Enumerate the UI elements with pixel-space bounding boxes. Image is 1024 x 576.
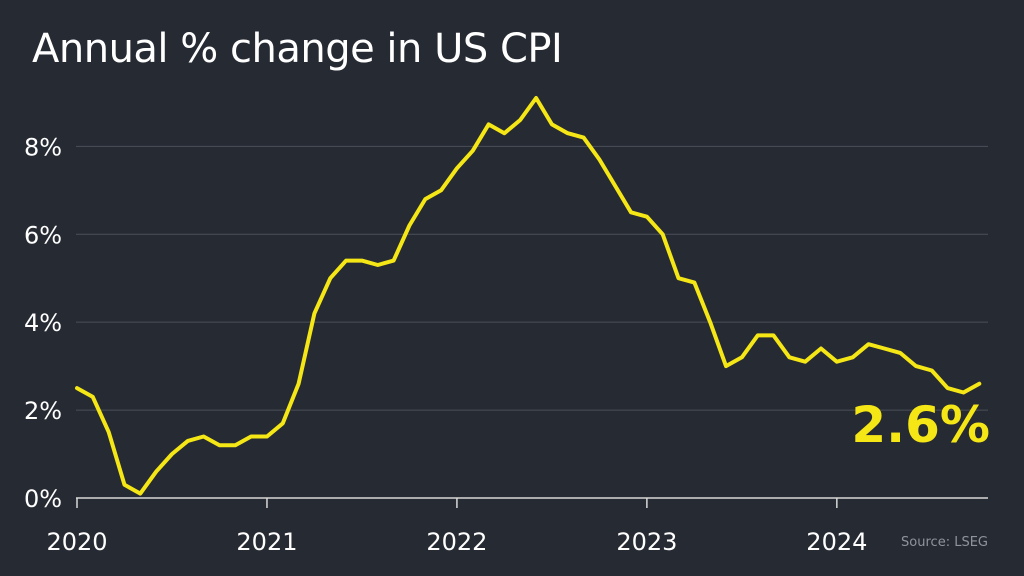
data-point [154, 470, 158, 474]
data-point [582, 136, 586, 140]
data-point [297, 382, 301, 386]
data-point [344, 259, 348, 263]
data-point [502, 131, 506, 135]
y-tick-label: 0% [24, 485, 62, 513]
y-tick-label: 4% [24, 309, 62, 337]
data-point [202, 435, 206, 439]
data-point [376, 263, 380, 267]
source-note: Source: LSEG [901, 535, 988, 550]
data-point [962, 391, 966, 395]
data-point [898, 351, 902, 355]
data-point [740, 355, 744, 359]
latest-value-callout: 2.6% [851, 396, 990, 454]
chart-title: Annual % change in US CPI [32, 26, 563, 72]
x-tick-label: 2022 [426, 528, 487, 556]
data-point [867, 342, 871, 346]
y-tick-label: 2% [24, 397, 62, 425]
data-point [930, 369, 934, 373]
data-point [851, 355, 855, 359]
data-point [138, 492, 142, 496]
data-point [708, 320, 712, 324]
data-point [455, 166, 459, 170]
data-point [281, 421, 285, 425]
data-point [787, 355, 791, 359]
x-tick-label: 2020 [46, 528, 107, 556]
x-axis: 2020 2021 2022 2023 2024 [46, 497, 988, 556]
data-point [977, 382, 981, 386]
data-point [882, 347, 886, 351]
data-point [423, 197, 427, 201]
cpi-series-line [75, 96, 982, 496]
series-layer [75, 96, 982, 496]
data-point [819, 347, 823, 351]
data-point [914, 364, 918, 368]
data-point [218, 443, 222, 447]
gridlines [76, 145, 988, 411]
data-point [312, 311, 316, 315]
data-point [91, 395, 95, 399]
y-axis-ticks: 0% 2% 4% 6% 8% [24, 133, 62, 513]
data-point [107, 430, 111, 434]
data-point [756, 333, 760, 337]
data-point [550, 122, 554, 126]
data-point [946, 386, 950, 390]
x-tick-label: 2023 [616, 528, 677, 556]
data-point [661, 232, 665, 236]
data-point [487, 122, 491, 126]
data-point [518, 118, 522, 122]
data-point [692, 281, 696, 285]
data-point [407, 224, 411, 228]
data-point [645, 215, 649, 219]
data-point [186, 439, 190, 443]
data-point [835, 360, 839, 364]
data-point [724, 364, 728, 368]
data-point [566, 131, 570, 135]
data-point [75, 386, 79, 390]
data-point [772, 333, 776, 337]
data-point [249, 435, 253, 439]
data-point [471, 149, 475, 153]
data-point [265, 435, 269, 439]
data-point [629, 210, 633, 214]
y-tick-label: 8% [24, 133, 62, 161]
x-tick-label: 2021 [236, 528, 297, 556]
data-point [534, 96, 538, 100]
data-point [439, 188, 443, 192]
data-point [328, 276, 332, 280]
data-point [170, 452, 174, 456]
data-point [677, 276, 681, 280]
data-point [613, 184, 617, 188]
data-point [597, 158, 601, 162]
y-tick-label: 6% [24, 221, 62, 249]
data-point [123, 483, 127, 487]
data-point [360, 259, 364, 263]
x-tick-label: 2024 [806, 528, 867, 556]
data-point [803, 360, 807, 364]
data-point [392, 259, 396, 263]
data-point [233, 443, 237, 447]
